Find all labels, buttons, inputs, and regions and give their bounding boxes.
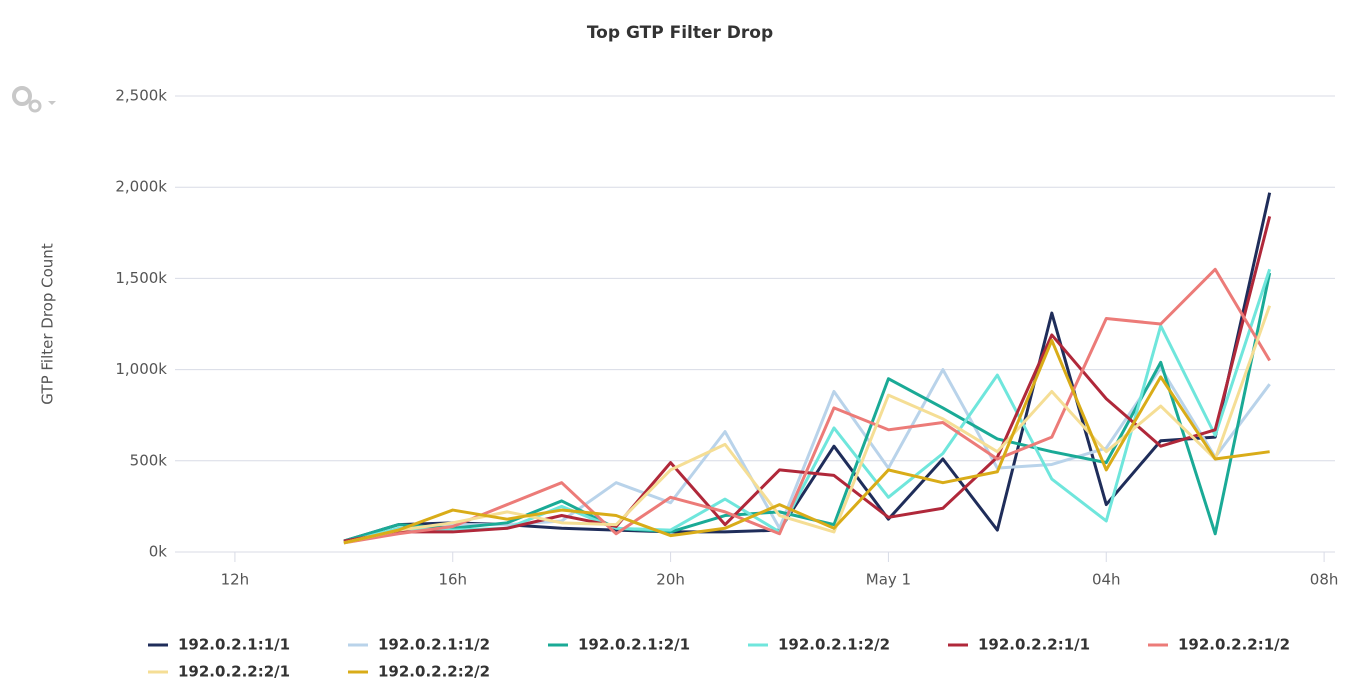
y-tick-label: 2,000k	[115, 178, 167, 196]
y-axis-label: GTP Filter Drop Count	[39, 243, 57, 405]
settings-icon[interactable]	[12, 86, 56, 113]
legend-label: 192.0.2.1:2/2	[778, 636, 890, 654]
series-line	[343, 272, 1272, 543]
legend-label: 192.0.2.2:1/2	[1178, 636, 1290, 654]
y-tick-label: 0k	[149, 543, 168, 561]
y-tick-label: 500k	[130, 451, 168, 469]
x-tick-label: 12h	[221, 571, 250, 589]
legend-label: 192.0.2.2:2/2	[378, 663, 490, 681]
x-tick-label: 20h	[656, 571, 685, 589]
y-tick-label: 1,500k	[115, 269, 167, 287]
series-line	[343, 305, 1272, 545]
legend-label: 192.0.2.1:1/2	[378, 636, 490, 654]
series-line	[343, 338, 1270, 545]
series-line	[343, 267, 1271, 545]
legend-label: 192.0.2.2:1/1	[978, 636, 1090, 654]
x-tick-label: 08h	[1310, 571, 1339, 589]
series-line	[343, 216, 1272, 543]
series-line	[343, 268, 1272, 545]
legend-label: 192.0.2.1:1/1	[178, 636, 290, 654]
x-tick-label: May 1	[866, 571, 911, 589]
y-tick-label: 1,000k	[115, 360, 167, 378]
x-tick-label: 16h	[438, 571, 467, 589]
chart-title: Top GTP Filter Drop	[587, 23, 773, 43]
y-tick-label: 2,500k	[115, 87, 167, 105]
x-tick-label: 04h	[1092, 571, 1121, 589]
legend-label: 192.0.2.2:2/1	[178, 663, 290, 681]
legend-label: 192.0.2.1:2/1	[578, 636, 690, 654]
series-line	[343, 192, 1272, 543]
